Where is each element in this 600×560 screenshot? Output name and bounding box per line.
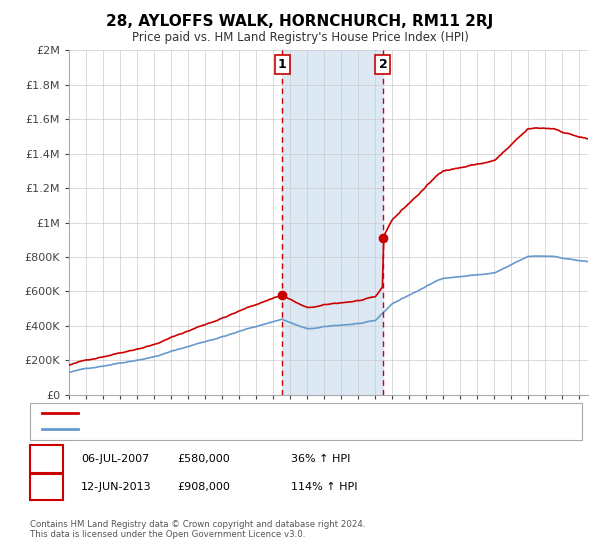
Text: 1: 1	[42, 452, 51, 466]
Text: £908,000: £908,000	[177, 482, 230, 492]
Text: 28, AYLOFFS WALK, HORNCHURCH, RM11 2RJ: 28, AYLOFFS WALK, HORNCHURCH, RM11 2RJ	[106, 14, 494, 29]
Text: 06-JUL-2007: 06-JUL-2007	[81, 454, 149, 464]
Text: 28, AYLOFFS WALK, HORNCHURCH, RM11 2RJ (detached house): 28, AYLOFFS WALK, HORNCHURCH, RM11 2RJ (…	[87, 408, 416, 418]
Text: HPI: Average price, detached house, Havering: HPI: Average price, detached house, Have…	[87, 424, 327, 435]
Text: 36% ↑ HPI: 36% ↑ HPI	[291, 454, 350, 464]
Text: 114% ↑ HPI: 114% ↑ HPI	[291, 482, 358, 492]
Text: 1: 1	[278, 58, 286, 71]
Text: Contains HM Land Registry data © Crown copyright and database right 2024.
This d: Contains HM Land Registry data © Crown c…	[30, 520, 365, 539]
Text: £580,000: £580,000	[177, 454, 230, 464]
Text: 2: 2	[42, 480, 51, 493]
Text: 12-JUN-2013: 12-JUN-2013	[81, 482, 152, 492]
Text: 2: 2	[379, 58, 388, 71]
Text: Price paid vs. HM Land Registry's House Price Index (HPI): Price paid vs. HM Land Registry's House …	[131, 31, 469, 44]
Bar	[282, 50, 383, 395]
